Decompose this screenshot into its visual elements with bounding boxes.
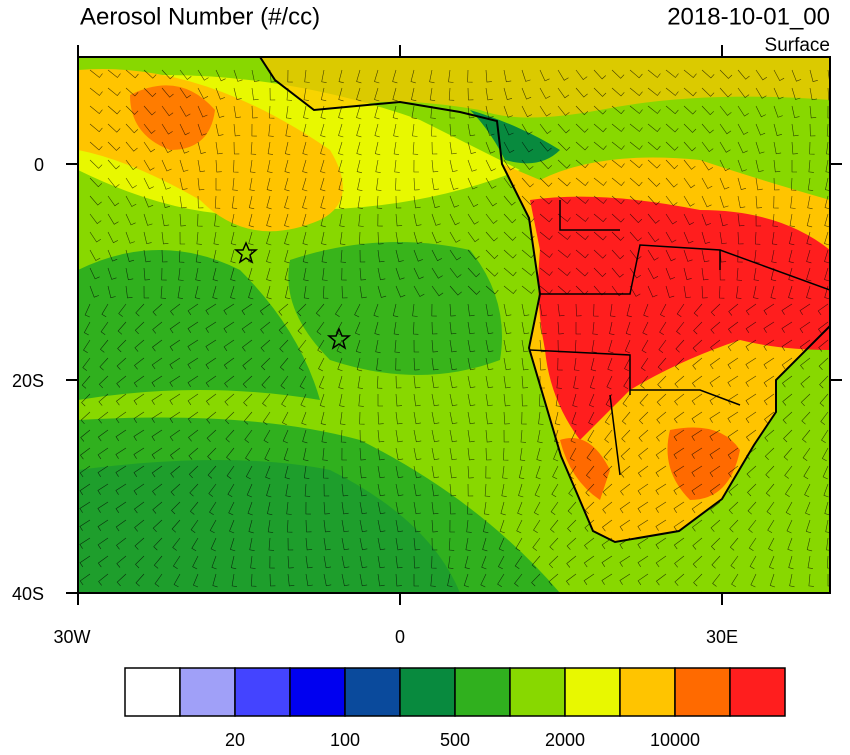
- site-marker: [326, 327, 352, 350]
- colorbar-label: 20: [225, 730, 245, 750]
- title: Aerosol Number (#/cc): [80, 3, 320, 30]
- colorbar-box: [289, 667, 346, 717]
- lat-label: 20S: [12, 371, 44, 391]
- colorbar-box: [509, 667, 566, 717]
- coastline: [259, 57, 830, 544]
- lon-label: 30W: [53, 627, 90, 647]
- field-dark-green: [470, 110, 560, 164]
- field-green: [78, 417, 560, 593]
- colorbar-box: [564, 667, 621, 717]
- colorbar-box: [399, 667, 456, 717]
- lon-label: 0: [395, 627, 405, 647]
- colorbar-label: 500: [440, 730, 470, 750]
- colorbar-box: [729, 667, 786, 717]
- colorbar-box: [234, 667, 291, 717]
- colorbar-box: [124, 667, 181, 717]
- level: Surface: [765, 35, 830, 56]
- lon-label: 30E: [706, 627, 738, 647]
- colorbar-label: 100: [330, 730, 360, 750]
- wind-barbs: [79, 69, 830, 593]
- colorbar-label: 2000: [545, 730, 585, 750]
- field-land-north: [260, 57, 830, 118]
- colorbar: 20 100 500 2000 10000: [124, 667, 786, 750]
- colorbar-label: 10000: [650, 730, 700, 750]
- field-dark-orange: [130, 85, 215, 150]
- field-dark-orange: [667, 427, 740, 500]
- lat-label: 40S: [12, 584, 44, 604]
- plot-frame: [77, 56, 831, 594]
- colorbar-box: [619, 667, 676, 717]
- lat-label: 0: [34, 155, 44, 175]
- colorbar-box: [179, 667, 236, 717]
- colorbar-box: [674, 667, 731, 717]
- axis-ticks: [66, 45, 842, 605]
- colorbar-box: [454, 667, 511, 717]
- site-marker: [233, 241, 259, 264]
- colorbar-box: [344, 667, 401, 717]
- field-dark-orange: [560, 438, 610, 500]
- date: 2018-10-01_00: [667, 3, 830, 30]
- borders: [529, 200, 830, 476]
- map-field: [78, 57, 830, 593]
- barb-lines: [79, 69, 830, 593]
